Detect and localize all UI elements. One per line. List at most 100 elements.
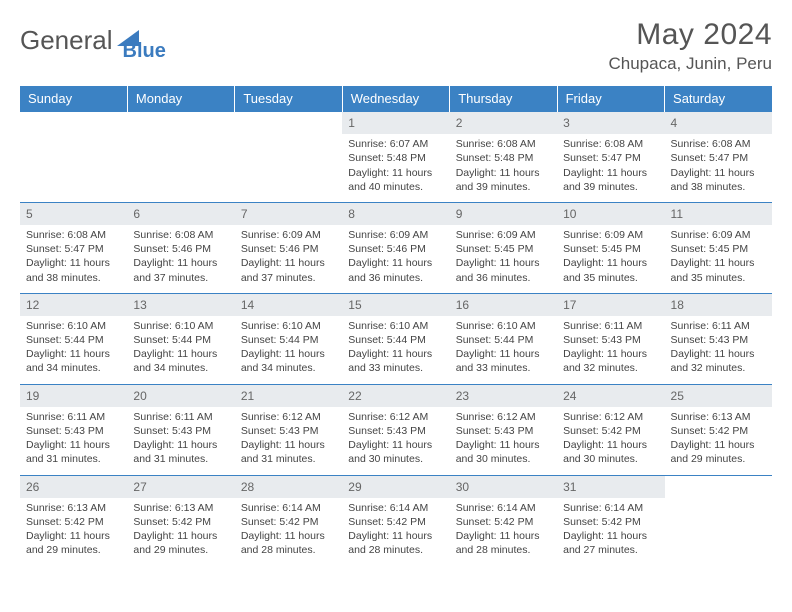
day-content: Sunrise: 6:10 AMSunset: 5:44 PMDaylight:… xyxy=(20,316,127,384)
location-text: Chupaca, Junin, Peru xyxy=(609,54,773,74)
calendar-day-cell: 4Sunrise: 6:08 AMSunset: 5:47 PMDaylight… xyxy=(665,112,772,203)
weekday-header: Monday xyxy=(127,86,234,112)
calendar-day-cell: 28Sunrise: 6:14 AMSunset: 5:42 PMDayligh… xyxy=(235,475,342,565)
day-number: 13 xyxy=(127,294,234,316)
calendar-day-cell: 21Sunrise: 6:12 AMSunset: 5:43 PMDayligh… xyxy=(235,384,342,475)
day-number: 11 xyxy=(665,203,772,225)
calendar-day-cell: 7Sunrise: 6:09 AMSunset: 5:46 PMDaylight… xyxy=(235,202,342,293)
calendar-day-cell: 2Sunrise: 6:08 AMSunset: 5:48 PMDaylight… xyxy=(450,112,557,203)
calendar-body: ...1Sunrise: 6:07 AMSunset: 5:48 PMDayli… xyxy=(20,112,772,566)
calendar-day-cell: 13Sunrise: 6:10 AMSunset: 5:44 PMDayligh… xyxy=(127,293,234,384)
weekday-header: Friday xyxy=(557,86,664,112)
day-number: 2 xyxy=(450,112,557,134)
calendar-day-cell: 10Sunrise: 6:09 AMSunset: 5:45 PMDayligh… xyxy=(557,202,664,293)
calendar-day-cell: 12Sunrise: 6:10 AMSunset: 5:44 PMDayligh… xyxy=(20,293,127,384)
calendar-day-cell: 27Sunrise: 6:13 AMSunset: 5:42 PMDayligh… xyxy=(127,475,234,565)
day-content: Sunrise: 6:11 AMSunset: 5:43 PMDaylight:… xyxy=(665,316,772,384)
weekday-header: Thursday xyxy=(450,86,557,112)
day-number: 7 xyxy=(235,203,342,225)
day-content: Sunrise: 6:10 AMSunset: 5:44 PMDaylight:… xyxy=(342,316,449,384)
calendar-day-cell: 24Sunrise: 6:12 AMSunset: 5:42 PMDayligh… xyxy=(557,384,664,475)
day-content: Sunrise: 6:08 AMSunset: 5:47 PMDaylight:… xyxy=(665,134,772,202)
calendar-week-row: 5Sunrise: 6:08 AMSunset: 5:47 PMDaylight… xyxy=(20,202,772,293)
header: General Blue May 2024 Chupaca, Junin, Pe… xyxy=(20,18,772,74)
calendar-day-cell: 26Sunrise: 6:13 AMSunset: 5:42 PMDayligh… xyxy=(20,475,127,565)
day-number: 22 xyxy=(342,385,449,407)
calendar-day-cell: 11Sunrise: 6:09 AMSunset: 5:45 PMDayligh… xyxy=(665,202,772,293)
day-content: Sunrise: 6:09 AMSunset: 5:46 PMDaylight:… xyxy=(342,225,449,293)
calendar-day-cell: 1Sunrise: 6:07 AMSunset: 5:48 PMDaylight… xyxy=(342,112,449,203)
day-content: Sunrise: 6:14 AMSunset: 5:42 PMDaylight:… xyxy=(235,498,342,566)
calendar-day-cell: . xyxy=(127,112,234,203)
calendar-day-cell: 17Sunrise: 6:11 AMSunset: 5:43 PMDayligh… xyxy=(557,293,664,384)
calendar-day-cell: 14Sunrise: 6:10 AMSunset: 5:44 PMDayligh… xyxy=(235,293,342,384)
day-content: Sunrise: 6:13 AMSunset: 5:42 PMDaylight:… xyxy=(665,407,772,475)
calendar-week-row: 26Sunrise: 6:13 AMSunset: 5:42 PMDayligh… xyxy=(20,475,772,565)
calendar-day-cell: 9Sunrise: 6:09 AMSunset: 5:45 PMDaylight… xyxy=(450,202,557,293)
day-number: 5 xyxy=(20,203,127,225)
day-number: 4 xyxy=(665,112,772,134)
calendar-day-cell: 18Sunrise: 6:11 AMSunset: 5:43 PMDayligh… xyxy=(665,293,772,384)
calendar-day-cell: 20Sunrise: 6:11 AMSunset: 5:43 PMDayligh… xyxy=(127,384,234,475)
weekday-header: Tuesday xyxy=(235,86,342,112)
day-number: 25 xyxy=(665,385,772,407)
day-content: Sunrise: 6:08 AMSunset: 5:47 PMDaylight:… xyxy=(557,134,664,202)
calendar-day-cell: . xyxy=(235,112,342,203)
day-content: Sunrise: 6:09 AMSunset: 5:45 PMDaylight:… xyxy=(665,225,772,293)
day-content: Sunrise: 6:13 AMSunset: 5:42 PMDaylight:… xyxy=(127,498,234,566)
day-content: Sunrise: 6:08 AMSunset: 5:48 PMDaylight:… xyxy=(450,134,557,202)
day-content: Sunrise: 6:09 AMSunset: 5:45 PMDaylight:… xyxy=(450,225,557,293)
logo-text-2: Blue xyxy=(123,40,166,63)
calendar-header-row: SundayMondayTuesdayWednesdayThursdayFrid… xyxy=(20,86,772,112)
day-content: Sunrise: 6:11 AMSunset: 5:43 PMDaylight:… xyxy=(20,407,127,475)
calendar-day-cell: 3Sunrise: 6:08 AMSunset: 5:47 PMDaylight… xyxy=(557,112,664,203)
day-content: Sunrise: 6:10 AMSunset: 5:44 PMDaylight:… xyxy=(127,316,234,384)
day-number: 27 xyxy=(127,476,234,498)
calendar-week-row: 19Sunrise: 6:11 AMSunset: 5:43 PMDayligh… xyxy=(20,384,772,475)
calendar-table: SundayMondayTuesdayWednesdayThursdayFrid… xyxy=(20,86,772,565)
calendar-day-cell: 25Sunrise: 6:13 AMSunset: 5:42 PMDayligh… xyxy=(665,384,772,475)
day-number: 29 xyxy=(342,476,449,498)
calendar-week-row: ...1Sunrise: 6:07 AMSunset: 5:48 PMDayli… xyxy=(20,112,772,203)
calendar-day-cell: . xyxy=(20,112,127,203)
title-block: May 2024 Chupaca, Junin, Peru xyxy=(609,18,773,74)
day-number: 19 xyxy=(20,385,127,407)
day-content: Sunrise: 6:08 AMSunset: 5:47 PMDaylight:… xyxy=(20,225,127,293)
day-content: Sunrise: 6:11 AMSunset: 5:43 PMDaylight:… xyxy=(127,407,234,475)
calendar-week-row: 12Sunrise: 6:10 AMSunset: 5:44 PMDayligh… xyxy=(20,293,772,384)
day-number: 17 xyxy=(557,294,664,316)
calendar-day-cell: 16Sunrise: 6:10 AMSunset: 5:44 PMDayligh… xyxy=(450,293,557,384)
logo-text-1: General xyxy=(20,25,113,56)
day-content: Sunrise: 6:12 AMSunset: 5:43 PMDaylight:… xyxy=(235,407,342,475)
day-number: 6 xyxy=(127,203,234,225)
day-number: 18 xyxy=(665,294,772,316)
page-title: May 2024 xyxy=(609,18,773,52)
day-content: Sunrise: 6:14 AMSunset: 5:42 PMDaylight:… xyxy=(450,498,557,566)
day-number: 28 xyxy=(235,476,342,498)
day-content: Sunrise: 6:14 AMSunset: 5:42 PMDaylight:… xyxy=(557,498,664,566)
weekday-header: Wednesday xyxy=(342,86,449,112)
weekday-header: Saturday xyxy=(665,86,772,112)
day-number: 21 xyxy=(235,385,342,407)
day-number: 23 xyxy=(450,385,557,407)
day-number: 1 xyxy=(342,112,449,134)
day-number: 9 xyxy=(450,203,557,225)
day-number: 8 xyxy=(342,203,449,225)
day-number: 24 xyxy=(557,385,664,407)
day-content: Sunrise: 6:10 AMSunset: 5:44 PMDaylight:… xyxy=(450,316,557,384)
day-number: 12 xyxy=(20,294,127,316)
day-number: 14 xyxy=(235,294,342,316)
day-number: 3 xyxy=(557,112,664,134)
calendar-day-cell: 31Sunrise: 6:14 AMSunset: 5:42 PMDayligh… xyxy=(557,475,664,565)
day-content: Sunrise: 6:11 AMSunset: 5:43 PMDaylight:… xyxy=(557,316,664,384)
day-number: 15 xyxy=(342,294,449,316)
day-number: 26 xyxy=(20,476,127,498)
day-content: Sunrise: 6:10 AMSunset: 5:44 PMDaylight:… xyxy=(235,316,342,384)
day-content: Sunrise: 6:13 AMSunset: 5:42 PMDaylight:… xyxy=(20,498,127,566)
calendar-day-cell: . xyxy=(665,475,772,565)
calendar-day-cell: 23Sunrise: 6:12 AMSunset: 5:43 PMDayligh… xyxy=(450,384,557,475)
day-number: 10 xyxy=(557,203,664,225)
logo: General Blue xyxy=(20,18,166,63)
calendar-day-cell: 19Sunrise: 6:11 AMSunset: 5:43 PMDayligh… xyxy=(20,384,127,475)
day-content: Sunrise: 6:14 AMSunset: 5:42 PMDaylight:… xyxy=(342,498,449,566)
